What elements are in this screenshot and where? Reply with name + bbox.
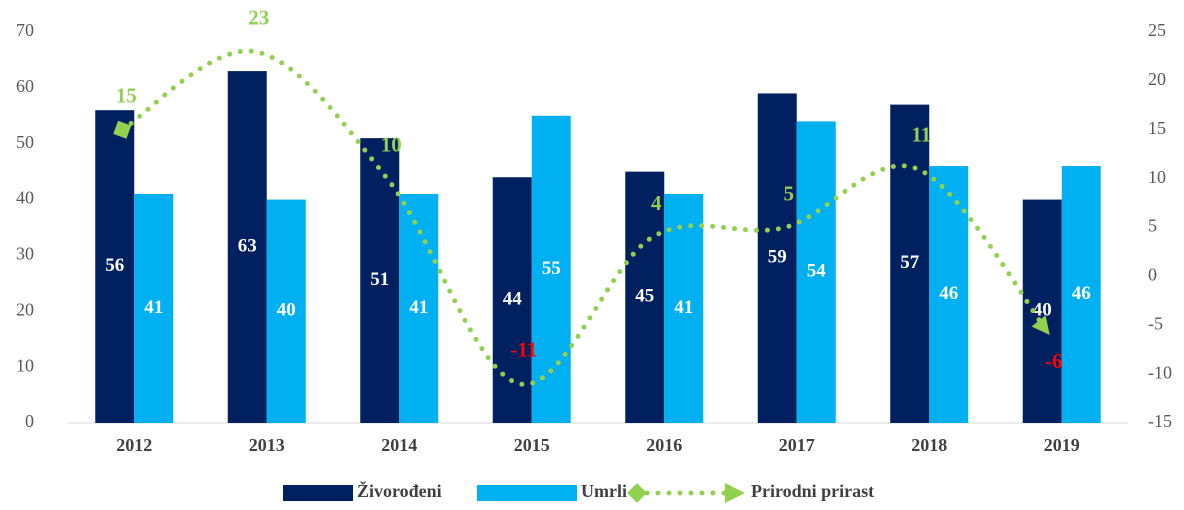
y2-tick-label: 0 [1148, 265, 1157, 285]
bar-label: 59 [768, 247, 787, 268]
y-tick-label: 60 [16, 76, 34, 96]
y2-tick-label: -15 [1148, 411, 1172, 431]
bar-label: 54 [807, 261, 827, 282]
y-tick-label: 50 [16, 132, 34, 152]
y2-tick-label: 10 [1148, 167, 1166, 187]
line-label: 15 [116, 84, 137, 108]
bar [664, 193, 704, 423]
bar-label: 44 [503, 288, 523, 309]
legend-arrow [725, 483, 745, 503]
x-tick-label: 2013 [249, 435, 285, 455]
line-label: -6 [1045, 349, 1063, 373]
bar-label: 55 [542, 258, 561, 279]
y2-tick-label: -5 [1148, 313, 1163, 333]
bar-label: 45 [635, 286, 654, 307]
bar [757, 93, 797, 423]
y-tick-label: 30 [16, 244, 34, 264]
bar-label: 41 [144, 297, 163, 318]
y-tick-label: 40 [16, 188, 34, 208]
line-label: 4 [651, 191, 662, 215]
legend-item: Umrli [477, 481, 627, 501]
line-label: 11 [911, 123, 931, 147]
y-tick-label: 0 [25, 411, 34, 431]
line-label: 5 [784, 181, 795, 205]
y2-tick-label: -10 [1148, 362, 1172, 382]
legend-item: Živorođeni [283, 480, 442, 501]
legend-item: Prirodni prirast [627, 481, 874, 503]
bar-label: 46 [1072, 283, 1091, 304]
bar-label: 40 [1033, 300, 1052, 321]
y2-tick-label: 15 [1148, 118, 1166, 138]
y2-tick-label: 25 [1148, 20, 1166, 40]
bar-label: 46 [939, 283, 958, 304]
bar-label: 40 [277, 300, 296, 321]
line-end-arrow [1031, 315, 1050, 336]
legend-marker [627, 483, 647, 503]
bar [227, 71, 267, 423]
bar [929, 166, 969, 424]
x-tick-label: 2014 [381, 435, 417, 455]
x-tick-label: 2017 [779, 435, 815, 455]
bar-label: 63 [238, 235, 257, 256]
bar [796, 121, 836, 423]
bar-label: 51 [370, 269, 389, 290]
x-tick-label: 2016 [646, 435, 682, 455]
bar [1061, 166, 1101, 424]
legend-swatch [477, 485, 577, 501]
x-tick-label: 2019 [1044, 435, 1080, 455]
line [119, 48, 1053, 387]
y-tick-label: 10 [16, 355, 34, 375]
x-tick-label: 2015 [514, 435, 550, 455]
y-tick-label: 20 [16, 299, 34, 319]
x-tick-label: 2018 [911, 435, 947, 455]
bar [95, 110, 135, 423]
bar-label: 57 [900, 252, 920, 273]
legend-swatch [283, 485, 353, 501]
bar [1022, 199, 1062, 423]
line-label: 23 [248, 5, 269, 29]
bar [625, 171, 665, 423]
bar [266, 199, 306, 423]
line-label: 10 [381, 132, 402, 156]
legend-label: Umrli [581, 481, 627, 501]
y2-tick-label: 20 [1148, 69, 1166, 89]
line-label: -11 [510, 338, 537, 362]
bar-label: 41 [674, 297, 693, 318]
x-tick-label: 2012 [116, 435, 152, 455]
bar [134, 193, 174, 423]
y2-tick-label: 5 [1148, 216, 1157, 236]
line-start-marker [113, 120, 132, 139]
y-tick-label: 70 [16, 20, 34, 40]
legend-label: Živorođeni [357, 480, 442, 501]
legend-label: Prirodni prirast [751, 481, 874, 501]
bar-label: 56 [105, 255, 124, 276]
bar [890, 104, 930, 423]
bar-label: 41 [409, 297, 428, 318]
